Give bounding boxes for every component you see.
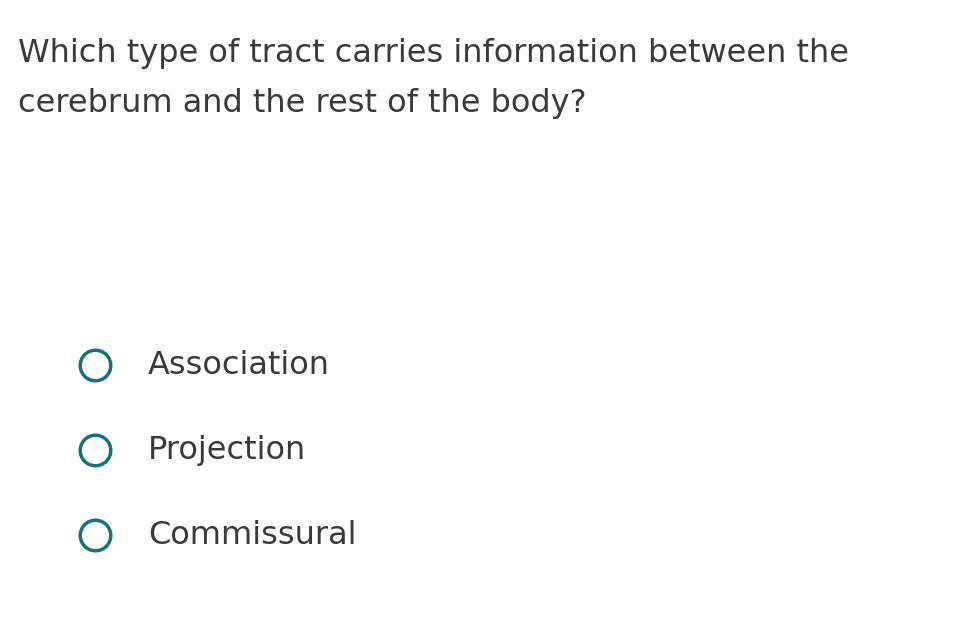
Text: Which type of tract carries information between the: Which type of tract carries information …	[18, 38, 849, 69]
Text: Commissural: Commissural	[148, 520, 357, 551]
Text: Projection: Projection	[148, 435, 306, 466]
Text: cerebrum and the rest of the body?: cerebrum and the rest of the body?	[18, 88, 587, 119]
Text: Association: Association	[148, 350, 330, 381]
